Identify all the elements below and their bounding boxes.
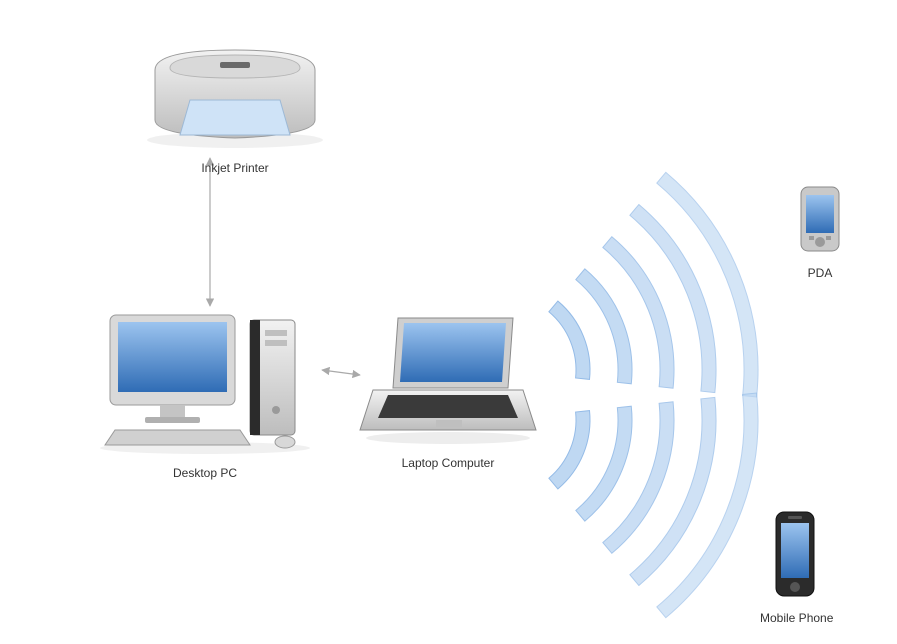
pda-node: PDA bbox=[790, 185, 850, 280]
pda-label: PDA bbox=[790, 266, 850, 280]
printer-node: Inkjet Printer bbox=[135, 30, 335, 175]
mobile-icon bbox=[770, 510, 820, 600]
laptop-node: Laptop Computer bbox=[358, 310, 538, 470]
mobile-node: Mobile Phone bbox=[760, 510, 830, 625]
desktop-label: Desktop PC bbox=[90, 466, 320, 480]
wireless-waves bbox=[517, 161, 785, 629]
laptop-icon bbox=[358, 310, 538, 445]
printer-label: Inkjet Printer bbox=[135, 161, 335, 175]
printer-icon bbox=[135, 30, 335, 150]
desktop-icon bbox=[90, 300, 320, 455]
desktop-node: Desktop PC bbox=[90, 300, 320, 480]
mobile-label: Mobile Phone bbox=[760, 611, 830, 625]
laptop-label: Laptop Computer bbox=[358, 456, 538, 470]
pda-icon bbox=[797, 185, 843, 255]
